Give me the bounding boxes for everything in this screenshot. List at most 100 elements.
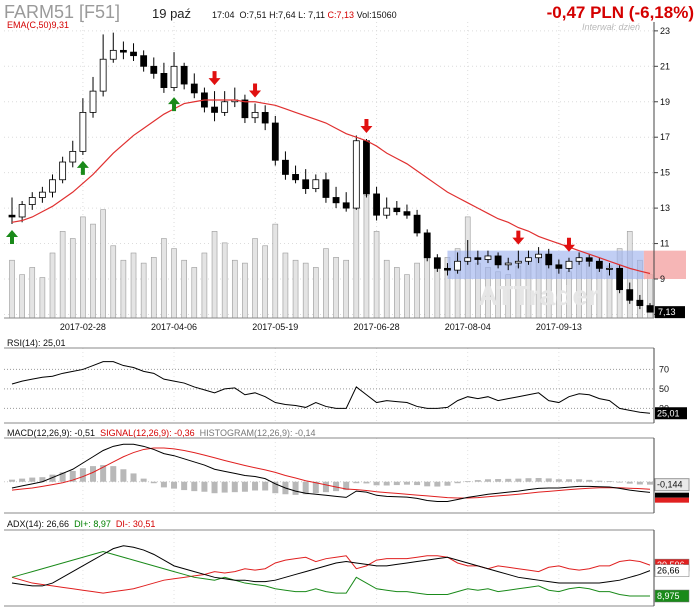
macd-histogram-bar — [343, 481, 350, 491]
candle-body — [180, 65, 188, 85]
volume-bar — [394, 267, 400, 319]
macd-histogram-bar — [160, 481, 167, 488]
macd-histogram-bar — [586, 479, 593, 482]
macd-histogram-bar — [373, 481, 380, 486]
macd-line — [11, 443, 651, 503]
candle-body — [140, 55, 148, 67]
candle-body — [484, 255, 492, 260]
price-change: -0,47 PLN (-6,18%) — [546, 3, 694, 22]
volume-bar — [49, 252, 56, 319]
macd-histogram-bar — [120, 469, 127, 482]
candle-body — [322, 179, 330, 198]
volume-bar — [292, 259, 299, 319]
candle-body — [595, 260, 603, 269]
sell-arrow-icon — [208, 71, 221, 86]
volume-bar — [140, 262, 147, 319]
candle-body — [221, 101, 229, 113]
macd-histogram-bar — [9, 479, 15, 482]
macd-layer: -0,144 — [4, 443, 690, 503]
axes-layer: 79111315171921232017-02-282017-04-062017… — [4, 22, 685, 607]
macd-histogram-bar — [636, 481, 643, 485]
candle-body — [423, 232, 431, 259]
ema-layer — [11, 99, 651, 275]
price-tick-label: 11 — [660, 239, 669, 249]
macd-histogram-bar — [565, 479, 572, 482]
volume-bar — [424, 252, 431, 319]
macd-histogram-bar — [424, 481, 431, 487]
candle-body — [373, 193, 380, 216]
quote-open: O:7,51 — [239, 10, 267, 20]
macd-histogram-bar — [525, 478, 532, 482]
macd-histogram-bar — [515, 478, 522, 482]
macd-histogram-bar — [403, 481, 410, 485]
macd-histogram-bar — [505, 478, 512, 482]
candle-body — [271, 122, 279, 161]
adx-label: ADX(14): 26,66 DI+: 8,97 DI-: 30,51 — [7, 519, 155, 529]
volume-bar — [252, 238, 258, 319]
rsi-tick-label: 70 — [659, 364, 669, 374]
quote-volume: Vol:15060 — [356, 10, 397, 20]
volume-bar — [323, 248, 329, 319]
session-date: 19 paź — [152, 6, 192, 21]
quote-low: L: 7,11 — [298, 10, 325, 20]
candle-body — [332, 197, 340, 204]
candle-body — [636, 299, 644, 306]
candles-layer — [8, 32, 654, 313]
macd-histogram-bar — [444, 481, 451, 486]
candle-body — [79, 111, 87, 152]
candle-body — [474, 257, 482, 260]
volume-bar — [302, 262, 309, 319]
candle-body — [444, 267, 451, 271]
volume-bar — [282, 252, 289, 319]
candle-body — [251, 111, 259, 119]
macd-histogram-bar — [616, 481, 623, 483]
ema-line — [11, 99, 651, 275]
candle-body — [342, 202, 350, 209]
candle-body — [8, 214, 16, 218]
buy-arrow-icon — [6, 230, 18, 245]
quote-time: 17:04 — [212, 10, 235, 20]
signal-title: SIGNAL(12,26,9): -0,36 — [100, 428, 195, 438]
candle-body — [160, 73, 168, 88]
adx-tag-value: 26,66 — [657, 566, 680, 576]
candle-body — [352, 140, 360, 209]
volume-bar — [110, 245, 117, 319]
rsi-label: RSI(14): 25,01 — [7, 338, 66, 348]
macd-last-value: -0,144 — [657, 480, 683, 490]
macd-histogram-bar — [140, 478, 147, 482]
sell-arrow-icon — [360, 118, 373, 133]
volume-bar — [150, 257, 157, 319]
volume-bar — [242, 262, 248, 319]
price-tick-label: 21 — [660, 61, 670, 71]
candle-body — [109, 49, 117, 60]
candle-body — [119, 49, 127, 53]
buy-arrow-icon — [76, 160, 89, 175]
sell-arrow-icon — [249, 83, 262, 98]
interval-label[interactable]: Interwał: dzień — [581, 22, 640, 32]
volume-bar — [130, 252, 137, 319]
macd-histogram-bar — [221, 481, 228, 493]
macd-histogram-bar — [333, 481, 340, 492]
ohlc-readout: 17:04 O:7,51 H:7,64 L: 7,11 C:7,13 Vol:1… — [212, 10, 397, 20]
macd-histogram-bar — [495, 479, 502, 482]
last-price-tag — [655, 306, 685, 319]
candle-body — [646, 305, 654, 313]
macd-histogram-bar — [130, 473, 137, 482]
macd-histogram-bar — [201, 481, 208, 492]
macd-histogram-bar — [59, 472, 66, 482]
adx-layer: 30,50626,668,975 — [11, 545, 690, 603]
candle-body — [413, 214, 421, 234]
volume-bar — [272, 223, 279, 319]
volume-bar — [333, 257, 339, 319]
candle-body — [403, 211, 411, 216]
candle-body — [545, 253, 553, 266]
di-minus-title: DI-: 30,51 — [115, 519, 156, 529]
ema-label: EMA(C,50)9,31 — [7, 20, 70, 30]
macd-label: MACD(12,26,9): -0,51 SIGNAL(12,26,9): -0… — [7, 428, 316, 438]
candle-body — [454, 260, 461, 271]
rsi-last-tag — [655, 407, 687, 420]
date-tick-label: 2017-09-13 — [536, 322, 582, 332]
price-tick-label: 13 — [660, 203, 670, 213]
histogram-title: HISTOGRAM(12,26,9): -0,14 — [199, 428, 316, 438]
